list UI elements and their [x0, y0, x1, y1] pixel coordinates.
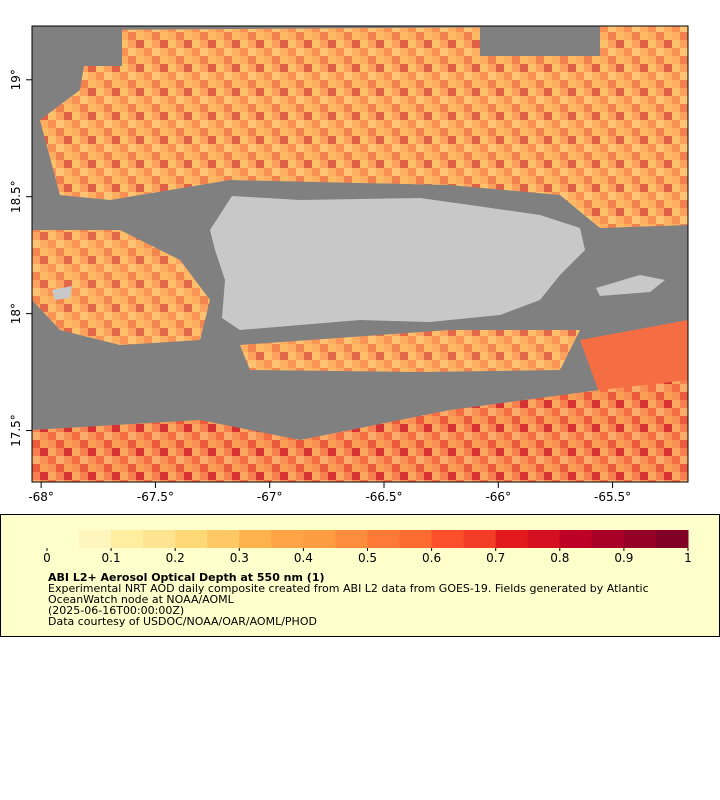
colorbar-swatch: [335, 530, 368, 548]
colorbar-tick-label: 0.8: [550, 551, 569, 565]
x-tick-label: -68°: [28, 490, 54, 504]
colorbar-swatch: [271, 530, 304, 548]
colorbar-swatch: [303, 530, 336, 548]
map-frame: [31, 25, 689, 483]
aod-texture: [40, 26, 688, 228]
colorbar-swatch: [367, 530, 401, 548]
legend-title: ABI L2+ Aerosol Optical Depth at 550 nm …: [48, 571, 325, 584]
x-tick-label: -66.5°: [365, 490, 402, 504]
y-tick-label: 18.5°: [9, 180, 23, 213]
colorbar-tick-label: 1: [684, 551, 692, 565]
colorbar-tick-label: 0.2: [166, 551, 185, 565]
x-tick-label: -67°: [257, 490, 283, 504]
colorbar-tick-label: 0.3: [230, 551, 249, 565]
colorbar-swatch: [143, 530, 176, 548]
legend-line: Data courtesy of USDOC/NOAA/OAR/AOML/PHO…: [48, 615, 317, 628]
colorbar-swatch: [399, 530, 433, 548]
x-tick-label: -67.5°: [137, 490, 174, 504]
colorbar-tick-label: 0.4: [294, 551, 313, 565]
colorbar-swatch: [175, 530, 208, 548]
colorbar-swatch: [463, 530, 497, 548]
colorbar-tick-label: 0: [43, 551, 51, 565]
map-area: [32, 26, 688, 482]
legend-line: (2025-06-16T00:00:00Z): [48, 604, 184, 617]
land-vieques: [596, 275, 665, 296]
colorbar-swatch: [207, 530, 240, 548]
colorbar-swatch: [431, 530, 465, 548]
y-tick-label: 18°: [9, 303, 23, 324]
colorbar-swatch: [591, 530, 625, 548]
x-tick-label: -65.5°: [594, 490, 631, 504]
colorbar-swatch: [47, 530, 80, 548]
aod-texture: [240, 330, 580, 372]
aod-texture: [32, 230, 210, 345]
colorbar-tick-label: 0.7: [486, 551, 505, 565]
colorbar-tick-label: 0.6: [422, 551, 441, 565]
no-data-patch: [32, 26, 122, 66]
aod-texture: [32, 380, 688, 482]
colorbar-swatch: [495, 530, 529, 548]
colorbar-swatch: [111, 530, 144, 548]
colorbar-swatch: [239, 530, 272, 548]
land-mona: [52, 286, 72, 300]
y-tick-label: 19°: [9, 69, 23, 90]
colorbar-swatch: [79, 530, 112, 548]
x-tick-label: -66°: [485, 490, 511, 504]
colorbar-swatch: [623, 530, 657, 548]
colorbar-swatch: [559, 530, 593, 548]
colorbar-swatch: [655, 530, 689, 548]
colorbar-tick-label: 0.5: [358, 551, 377, 565]
land-puerto-rico: [210, 196, 585, 330]
legend-line: Experimental NRT AOD daily composite cre…: [48, 582, 649, 595]
aod-field: [580, 320, 688, 395]
y-tick-label: 17.5°: [9, 414, 23, 447]
axes: -68° -67.5° -67° -66.5° -66° -65.5° 19° 18.5° 18…: [9, 69, 631, 504]
colorbar-tick-label: 0.1: [102, 551, 121, 565]
no-data-patch: [480, 26, 600, 56]
legend-line: OceanWatch node at NOAA/AOML: [48, 593, 235, 606]
colorbar-tick-label: 0.9: [614, 551, 633, 565]
colorbar: 0 0.1 0.2 0.3 0.4 0.5 0.6 0.7 0.8 0.9 1: [43, 530, 692, 565]
colorbar-swatch: [527, 530, 561, 548]
